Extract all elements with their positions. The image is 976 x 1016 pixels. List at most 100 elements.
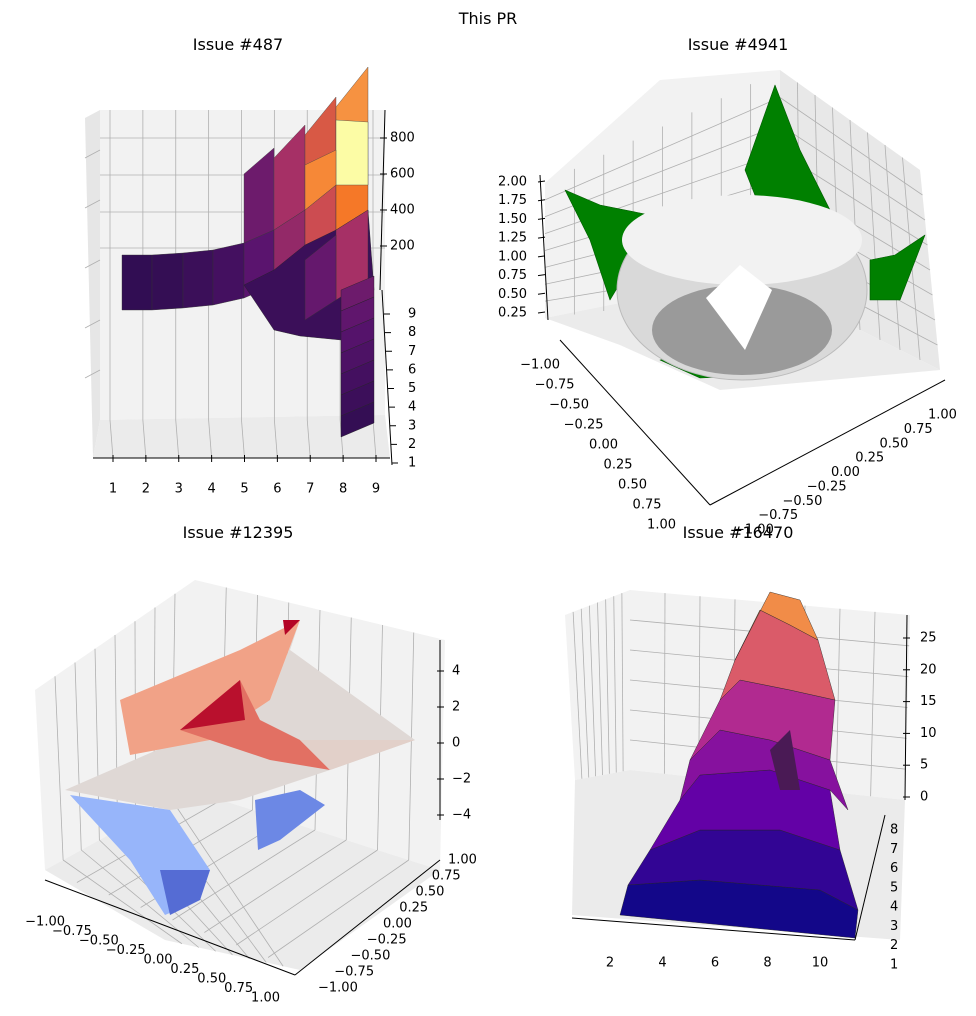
z-tick-label: 0 [920, 790, 928, 805]
grid-line [572, 611, 583, 779]
surface-peak-tip [283, 620, 300, 635]
y-tick-label: 9 [408, 307, 416, 322]
z-tick-label: 0.25 [498, 306, 527, 321]
surface-right [300, 740, 415, 770]
x-tick-label: 8 [339, 482, 347, 497]
y-tick-label: −1.00 [520, 358, 560, 373]
surface-trough-2 [255, 790, 325, 850]
grid-line [339, 419, 344, 459]
x-tick-label: 0.50 [880, 436, 909, 451]
y-tick-label: −0.50 [549, 398, 589, 413]
z-tick-mark [537, 274, 546, 277]
grid-line [74, 662, 82, 851]
grid-line [84, 259, 101, 269]
grid-line [109, 419, 114, 459]
z-tick-label: 20 [920, 662, 937, 677]
y-tick-label: 0.75 [633, 498, 662, 513]
x-tick-label: −0.75 [758, 508, 798, 523]
grid-line [208, 419, 213, 459]
x-tick-label: 8 [763, 956, 771, 971]
surface-upper-left [120, 620, 300, 755]
grid-line [779, 97, 923, 196]
x-tick-label: 10 [812, 956, 829, 971]
z-tick-label: 5 [920, 758, 928, 773]
z-tick-label: −2 [452, 772, 471, 787]
y-axis-line [854, 814, 886, 941]
x-axis-line [571, 917, 856, 941]
x-tick-label: 6 [273, 482, 281, 497]
x-tick-label: 1.00 [251, 991, 280, 1006]
x-tick-label: 3 [175, 482, 183, 497]
y-tick-label: −0.75 [334, 965, 374, 980]
grid-line [605, 599, 610, 774]
y-tick-label: −0.50 [351, 949, 391, 964]
y-tick-label: 1.00 [448, 853, 477, 868]
x-tick-label: 0.25 [855, 451, 884, 466]
x-tick-label: 0.00 [831, 465, 860, 480]
y-tick-label: 8 [890, 823, 898, 838]
z-tick-mark [537, 311, 546, 314]
x-tick-label: 0.75 [224, 981, 253, 996]
x-tick-label: 1.00 [928, 408, 957, 423]
subplot-title-1: Issue #487 [193, 35, 283, 54]
y-tick-label: 0.25 [399, 901, 428, 916]
gray-bowl-rim [622, 195, 862, 285]
grid-line [54, 676, 64, 861]
y-axis-line [559, 339, 711, 506]
z-tick-label: −4 [452, 808, 471, 823]
x-tick-label: 4 [207, 482, 215, 497]
x-tick-label: 0.25 [170, 962, 199, 977]
y-tick-label: −0.25 [367, 933, 407, 948]
x-tick-label: 4 [658, 956, 666, 971]
x-tick-label: 0.75 [904, 422, 933, 437]
grid-line [372, 419, 377, 459]
x-axis-line [709, 379, 946, 506]
y-tick-label: 0.50 [416, 885, 445, 900]
z-tick-mark [537, 217, 546, 220]
y-tick-label: −0.75 [535, 378, 575, 393]
x-tick-label: −0.50 [783, 494, 823, 509]
z-axis-line [539, 174, 549, 321]
y-tick-label: 3 [408, 418, 416, 433]
side-pane [85, 110, 100, 458]
grid-line [306, 419, 311, 459]
grid-line [204, 839, 347, 933]
z-tick-label: 1.25 [498, 231, 527, 246]
y-tick-label: 2 [890, 938, 898, 953]
grid-line [84, 149, 101, 159]
grid-line [62, 859, 183, 945]
x-tick-label: −0.25 [807, 479, 847, 494]
x-tick-label: 5 [240, 482, 248, 497]
z-tick-mark [537, 180, 546, 183]
x-tick-label: 6 [711, 956, 719, 971]
grid-line [408, 632, 415, 861]
grid-line [273, 419, 278, 459]
subplot-issue-12395: −4−2024−1.00−0.75−0.50−0.250.000.250.500… [25, 580, 477, 1006]
grid-line [621, 593, 624, 772]
z-tick-label: 0 [452, 736, 460, 751]
grid-line [84, 319, 101, 329]
y-tick-label: 1 [408, 456, 416, 471]
floor-pane [93, 415, 390, 458]
y-tick-label: 3 [890, 919, 898, 934]
x-tick-label: −0.25 [106, 943, 146, 958]
surface-patch [340, 401, 375, 438]
grid-line [613, 596, 617, 773]
y-tick-label: 1.00 [647, 518, 676, 533]
grid-line [597, 602, 603, 776]
grid-line [588, 605, 597, 777]
x-tick-label: 2 [606, 956, 614, 971]
y-tick-label: −1.00 [318, 981, 358, 996]
subplot-title-3: Issue #12395 [183, 523, 294, 542]
x-axis-line [44, 879, 296, 976]
surface-patch [304, 149, 337, 211]
grid-line [267, 859, 409, 958]
x-tick-label: 1 [109, 482, 117, 497]
subplot-title-4: Issue #16470 [683, 523, 794, 542]
grid-line [84, 199, 101, 209]
grid-line [779, 124, 926, 221]
y-tick-label: −0.25 [564, 418, 604, 433]
grid-line [171, 799, 284, 967]
